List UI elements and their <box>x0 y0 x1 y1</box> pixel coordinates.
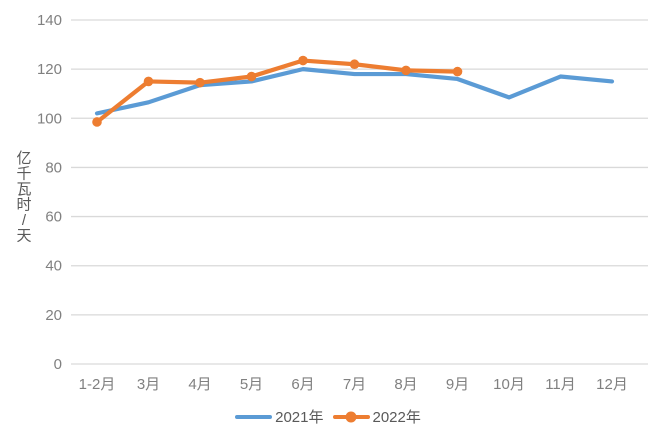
x-tick-label: 5月 <box>240 376 263 393</box>
series-marker-2022年 <box>349 59 360 70</box>
y-tick-label: 80 <box>45 159 62 176</box>
x-tick-label: 10月 <box>493 376 525 393</box>
legend-item-2022: 2022年 <box>332 406 421 427</box>
legend-line-swatch-2021 <box>235 414 273 419</box>
legend-item-2021: 2021年 <box>235 406 324 427</box>
y-tick-label: 60 <box>45 209 62 226</box>
x-tick-label: 8月 <box>394 376 417 393</box>
series-marker-2022年 <box>452 66 463 77</box>
y-tick-label: 0 <box>54 356 62 373</box>
x-tick-label: 7月 <box>343 376 366 393</box>
legend-label-2022: 2022年 <box>372 409 421 426</box>
series-marker-2022年 <box>195 77 205 88</box>
y-axis-title-char: / <box>22 212 27 229</box>
y-axis-title-char: 时 <box>16 197 31 214</box>
series-marker-2022年 <box>143 76 154 87</box>
y-axis-title-char: 天 <box>16 228 31 245</box>
series-marker-2022年 <box>246 71 257 82</box>
x-tick-label: 9月 <box>446 376 469 393</box>
legend-marker-dot-icon <box>345 411 357 422</box>
x-tick-label: 3月 <box>137 376 160 393</box>
y-axis-title-char: 瓦 <box>16 181 31 198</box>
chart-legend: 2021年 2022年 <box>0 406 656 427</box>
y-axis-title-char: 千 <box>16 166 31 183</box>
series-line-2021年 <box>94 67 615 116</box>
series-marker-2022年 <box>401 65 411 76</box>
x-tick-label: 4月 <box>188 376 211 393</box>
x-tick-label: 12月 <box>596 376 628 393</box>
legend-line-swatch-2022 <box>332 411 370 422</box>
x-tick-label: 1-2月 <box>79 376 116 393</box>
y-tick-label: 40 <box>45 258 62 275</box>
series-marker-2022年 <box>298 55 308 66</box>
y-tick-label: 20 <box>45 307 62 324</box>
series-marker-2022年 <box>92 117 102 127</box>
x-tick-label: 6月 <box>291 376 314 393</box>
legend-label-2021: 2021年 <box>275 409 324 426</box>
y-tick-label: 100 <box>37 110 62 127</box>
y-axis-title-char: 亿 <box>16 150 31 167</box>
y-tick-label: 120 <box>37 61 62 78</box>
y-tick-label: 140 <box>37 12 62 29</box>
x-tick-label: 11月 <box>545 376 576 393</box>
series-line-2022年 <box>94 58 460 125</box>
